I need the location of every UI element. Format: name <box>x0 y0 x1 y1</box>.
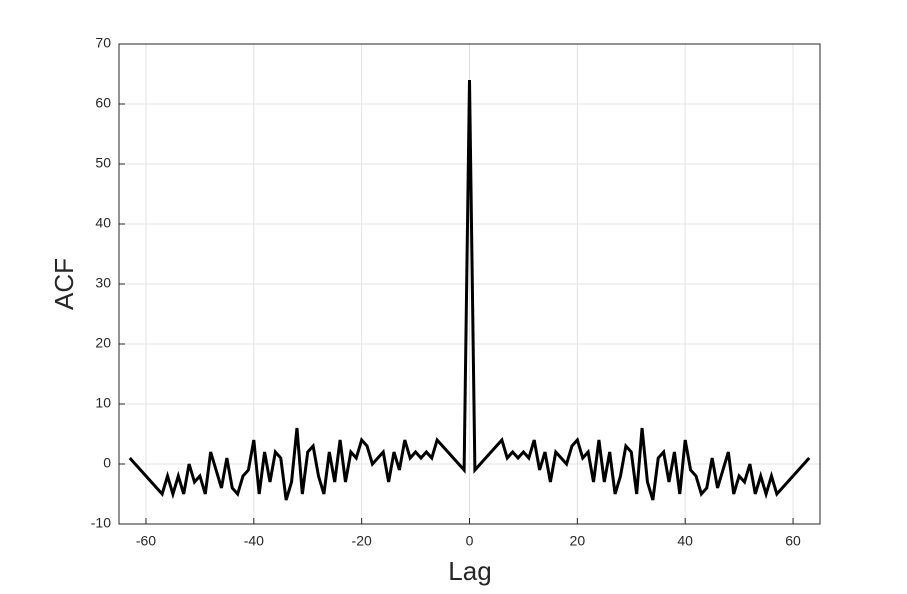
y-axis-label: ACF <box>49 258 79 310</box>
y-tick-label: 30 <box>95 275 111 291</box>
x-tick-label: 60 <box>785 533 801 549</box>
y-tick-label: 60 <box>95 95 111 111</box>
x-tick-label: -60 <box>136 533 156 549</box>
y-tick-label: 40 <box>95 215 111 231</box>
y-tick-label: 0 <box>103 455 111 471</box>
axes-box <box>118 43 821 525</box>
x-tick-label: 20 <box>570 533 586 549</box>
y-tick-label: 50 <box>95 155 111 171</box>
x-tick-label: 0 <box>466 533 474 549</box>
y-tick-label: -10 <box>91 515 111 531</box>
y-tick-label: 20 <box>95 335 111 351</box>
x-tick-label: -20 <box>352 533 372 549</box>
x-tick-label: -40 <box>244 533 264 549</box>
y-tick-label: 10 <box>95 395 111 411</box>
acf-line <box>128 79 811 501</box>
x-tick-label: 40 <box>677 533 693 549</box>
x-axis-label: Lag <box>448 556 491 586</box>
y-tick-label: 70 <box>95 35 111 51</box>
